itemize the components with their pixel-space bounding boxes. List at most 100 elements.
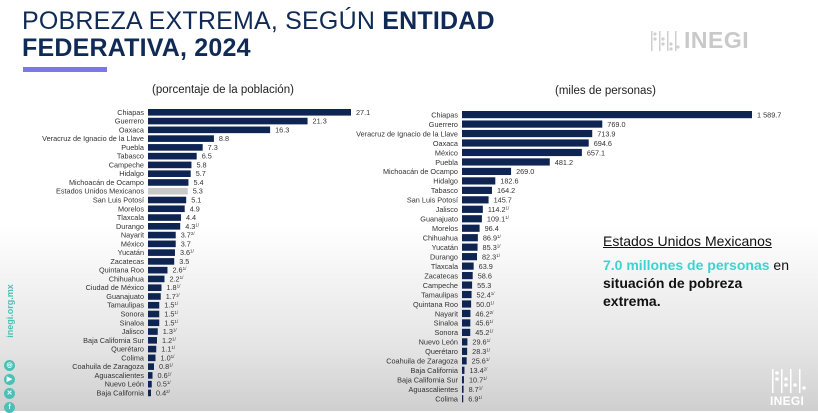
value-label: 269.0 [516, 167, 534, 176]
instagram-icon[interactable]: ◎ [4, 360, 15, 371]
inegi-logo-text: INEGI [770, 394, 805, 408]
footnote-marker: 1/ [183, 266, 188, 271]
chart-right-subtitle: (miles de personas) [555, 85, 656, 97]
national-summary-callout: Estados Unidos Mexicanos 7.0 millones de… [603, 232, 803, 310]
category-label: Tlaxcala [431, 262, 459, 271]
category-label: Nuevo León [419, 338, 458, 347]
youtube-icon[interactable]: ▶ [4, 374, 15, 385]
category-label: Yucatán [118, 248, 144, 257]
bar [462, 234, 478, 242]
bar [462, 309, 471, 318]
value-label: 657.1 [587, 148, 605, 157]
value-label: 28.31/ [472, 347, 491, 356]
value-label: 21.3 [313, 117, 327, 126]
footnote-marker: 1/ [478, 395, 483, 400]
value-label: 164.2 [497, 186, 515, 195]
category-label: Ciudad de México [86, 283, 144, 292]
bar [148, 144, 203, 151]
footnote-marker: 1/ [190, 249, 195, 254]
bar [462, 300, 472, 308]
category-label: Estados Unidos Mexicanos [56, 187, 144, 196]
value-label: 114.21/ [488, 205, 510, 214]
category-label: Nayarit [121, 231, 144, 240]
bar [462, 262, 474, 270]
value-label: 1.11/ [161, 345, 176, 354]
category-label: Querétaro [111, 345, 144, 354]
bar [462, 224, 480, 232]
value-label: 0.51/ [157, 380, 172, 389]
title-line-1: POBREZA EXTREMA, SEGÚN ENTIDAD [22, 7, 495, 35]
x-icon[interactable]: ✕ [4, 388, 15, 399]
bar [462, 253, 478, 261]
footnote-marker: 1/ [497, 234, 502, 239]
bar [148, 275, 165, 283]
bar [148, 135, 214, 142]
bar [148, 223, 181, 230]
category-label: Coahuila de Zaragoza [72, 362, 145, 371]
category-label: Hidalgo [433, 177, 458, 186]
footnote-marker: 2/ [490, 310, 495, 315]
footnote-marker: 1/ [195, 222, 200, 227]
inegi-logo-bottom: INEGI [770, 368, 810, 408]
value-label: 8.8 [219, 134, 229, 143]
bar [462, 376, 464, 384]
bar [462, 243, 478, 251]
footnote-marker: 1/ [177, 284, 182, 289]
bar [148, 161, 192, 169]
footnote-marker: 1/ [174, 301, 179, 306]
value-label: 10.71/ [469, 376, 488, 385]
category-label: Tabasco [117, 152, 144, 161]
facebook-icon[interactable]: f [4, 402, 15, 413]
category-label: Querétaro [425, 347, 458, 356]
bar [148, 249, 175, 256]
category-label: Sinaloa [434, 319, 459, 328]
category-label: Oaxaca [433, 139, 459, 148]
inegi-logo-text: INEGI [684, 27, 750, 53]
footnote-marker: 1/ [171, 354, 176, 359]
category-label: Veracruz de Ignacio de la Llave [356, 129, 458, 138]
category-label: Quintana Roo [413, 300, 458, 309]
footnote-marker: 1/ [489, 329, 494, 334]
value-label: 52.41/ [477, 290, 496, 299]
category-label: San Luis Potosí [93, 196, 144, 205]
bar [148, 363, 154, 370]
category-label: Oaxaca [119, 125, 145, 134]
bar [462, 111, 752, 119]
value-label: 3.72/ [181, 231, 196, 240]
category-label: México [435, 148, 458, 157]
bar [148, 152, 197, 160]
category-label: Puebla [121, 143, 145, 152]
bar [462, 290, 472, 299]
bar [148, 380, 152, 388]
footnote-marker: 1/ [483, 376, 488, 381]
bar [148, 231, 176, 239]
category-label: Baja California [97, 388, 145, 397]
bar [462, 120, 603, 128]
category-label: Baja California Sur [397, 376, 458, 385]
value-label: 1.51/ [164, 318, 179, 327]
footnote-marker: 1/ [479, 386, 484, 391]
value-label: 5.7 [196, 169, 206, 178]
value-label: 45.21/ [475, 328, 494, 337]
bar [462, 319, 471, 327]
footnote-marker: 1/ [486, 348, 491, 353]
title-line-2: FEDERATIVA, 2024 [22, 34, 251, 62]
value-label: 694.6 [594, 139, 612, 148]
value-label: 16.3 [275, 125, 289, 134]
footnote-marker: 1/ [180, 275, 185, 280]
footnote-marker: 1/ [490, 319, 495, 324]
website-link[interactable]: inegi.org.mx [4, 284, 15, 338]
bar [462, 186, 492, 194]
value-label: 3.7 [181, 239, 191, 248]
callout-body: 7.0 millones de personas en situación de… [603, 257, 789, 309]
category-label: Campeche [423, 281, 458, 290]
bar [148, 126, 271, 134]
category-label: Tabasco [431, 186, 458, 195]
category-label: Nayarit [435, 309, 458, 318]
category-label: México [121, 239, 144, 248]
category-label: Chihuahua [423, 234, 459, 243]
chart-left: Chiapas 27.1 Guerrero 21.3 Oaxaca 16.3 Veracru… [42, 108, 370, 398]
category-label: Zacatecas [424, 271, 458, 280]
category-label: Colima [435, 395, 459, 404]
